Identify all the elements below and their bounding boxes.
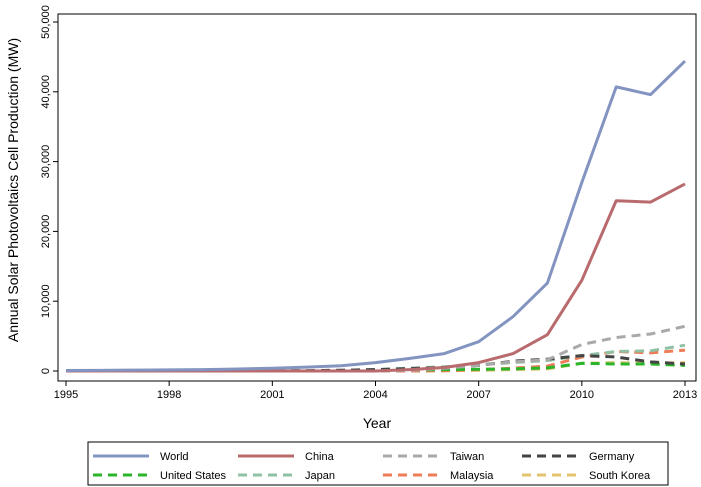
legend-label: Taiwan xyxy=(450,451,484,463)
legend-box xyxy=(87,441,669,486)
plot-frame xyxy=(57,13,697,382)
x-tick-label: 2001 xyxy=(260,389,284,401)
legend-label: China xyxy=(305,451,335,463)
legend: World China Taiwan Germany United States Japa… xyxy=(93,451,651,482)
x-tick-label: 1998 xyxy=(157,389,181,401)
x-axis: 1995 1998 2001 2004 2007 2010 2013 xyxy=(54,381,697,401)
series-line-germany xyxy=(66,354,686,373)
series-line-world xyxy=(65,60,687,372)
x-axis-title: Year xyxy=(363,415,392,431)
legend-label: World xyxy=(160,451,189,463)
y-axis-title: Annual Solar Photovoltaics Cell Producti… xyxy=(5,38,21,342)
x-tick-label: 2007 xyxy=(466,389,490,401)
legend-label: Malaysia xyxy=(450,470,494,482)
y-tick-label: 30,000 xyxy=(40,145,52,179)
y-tick-label: 40,000 xyxy=(40,75,52,109)
series-line-japan xyxy=(66,343,686,373)
legend-label: South Korea xyxy=(589,470,651,482)
legend-label: Germany xyxy=(589,451,635,463)
y-axis: 0 10,000 20,000 30,000 40,000 50,000 xyxy=(40,5,58,374)
x-tick-label: 2013 xyxy=(673,389,697,401)
legend-label: Japan xyxy=(305,470,335,482)
y-tick-label: 50,000 xyxy=(40,5,52,39)
legend-label: United States xyxy=(160,470,227,482)
y-tick-label: 10,000 xyxy=(40,284,52,318)
series-line-united-states xyxy=(66,361,686,373)
x-tick-label: 2004 xyxy=(363,389,387,401)
x-tick-label: 1995 xyxy=(54,389,78,401)
y-tick-label: 20,000 xyxy=(40,215,52,249)
y-tick-label: 0 xyxy=(40,368,52,374)
series-lines xyxy=(65,60,687,373)
x-tick-label: 2010 xyxy=(570,389,594,401)
